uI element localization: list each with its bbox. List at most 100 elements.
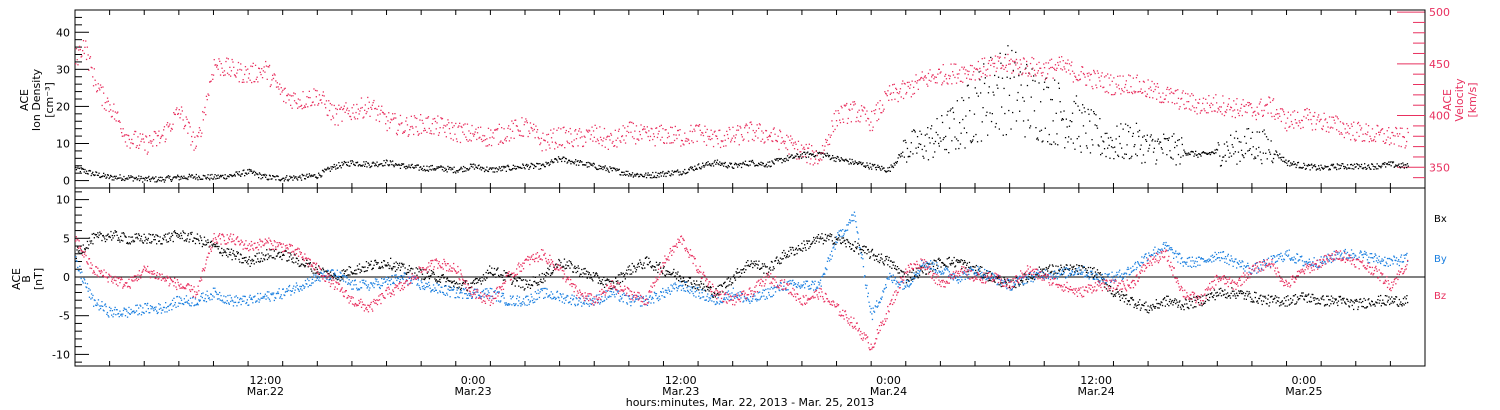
density-point	[302, 174, 304, 177]
velocity-point	[128, 135, 130, 137]
density-point	[432, 168, 434, 170]
density-point	[928, 137, 930, 139]
velocity-point	[395, 132, 398, 134]
velocity-point	[780, 142, 782, 144]
density-point	[576, 160, 578, 163]
density-point	[956, 100, 958, 102]
velocity-point	[89, 56, 92, 58]
velocity-point	[955, 63, 957, 65]
velocity-point	[1301, 119, 1303, 122]
bx-point	[791, 246, 793, 249]
density-point	[1174, 141, 1176, 143]
density-point	[1094, 124, 1096, 126]
density-point	[1322, 168, 1324, 170]
velocity-point	[229, 66, 231, 68]
density-point	[523, 166, 525, 169]
bx-point	[1073, 265, 1075, 267]
density-point	[321, 169, 324, 171]
velocity-point	[685, 137, 687, 140]
velocity-point	[965, 69, 967, 71]
density-point	[319, 174, 321, 177]
bx-point	[361, 266, 363, 268]
density-point	[687, 171, 689, 173]
density-point	[190, 176, 192, 178]
density-point	[1400, 163, 1402, 165]
density-point	[182, 177, 184, 180]
bx-point	[139, 240, 141, 242]
velocity-point	[705, 144, 708, 146]
density-point	[966, 85, 969, 87]
velocity-point	[885, 93, 888, 95]
bx-point	[174, 230, 176, 232]
bx-point	[614, 286, 616, 288]
velocity-point	[339, 108, 342, 110]
velocity-point	[289, 94, 291, 96]
bx-point	[519, 277, 521, 280]
velocity-point	[712, 133, 714, 135]
velocity-point	[243, 81, 245, 83]
velocity-point	[746, 124, 748, 127]
density-point	[186, 177, 188, 179]
density-point	[740, 166, 743, 169]
bx-point	[330, 274, 332, 276]
velocity-point	[124, 134, 126, 136]
density-point	[784, 160, 786, 163]
density-point	[433, 169, 435, 171]
bx-point	[190, 233, 192, 235]
bx-point	[482, 274, 485, 276]
density-point	[1051, 99, 1053, 101]
density-point	[845, 158, 847, 160]
velocity-point	[447, 119, 449, 121]
velocity-point	[150, 142, 152, 144]
bx-point	[986, 272, 989, 275]
density-point	[300, 177, 302, 179]
bx-point	[208, 246, 210, 248]
bx-point	[804, 247, 806, 249]
bx-point	[351, 272, 353, 274]
velocity-point	[390, 118, 392, 120]
bx-point	[230, 254, 232, 256]
bx-point	[157, 235, 159, 237]
bx-point	[102, 235, 104, 237]
velocity-point	[526, 122, 528, 124]
density-point	[460, 166, 462, 168]
density-point	[373, 162, 375, 164]
density-point	[683, 172, 685, 174]
velocity-point	[152, 139, 155, 141]
velocity-point	[1198, 98, 1201, 100]
velocity-point	[1366, 133, 1368, 136]
bx-point	[346, 269, 348, 271]
density-point	[823, 153, 825, 155]
bx-point	[995, 275, 997, 278]
bx-point	[1007, 279, 1009, 281]
density-ylabel-1: ACE	[18, 89, 31, 111]
density-point	[811, 154, 813, 156]
bx-point	[795, 248, 797, 251]
density-point	[144, 179, 146, 181]
bx-point	[205, 240, 207, 242]
density-point	[1313, 165, 1315, 167]
bx-point	[798, 248, 800, 250]
density-point	[1048, 133, 1050, 136]
density-point	[131, 176, 133, 178]
bx-point	[512, 280, 514, 282]
bx-point	[232, 250, 235, 252]
velocity-point	[354, 118, 356, 120]
velocity-point	[1044, 79, 1046, 81]
density-point	[1403, 167, 1405, 169]
velocity-point	[348, 110, 350, 112]
velocity-point	[815, 150, 817, 152]
bx-point	[1071, 266, 1073, 268]
density-point	[1091, 139, 1093, 141]
density-point	[1235, 130, 1237, 133]
bx-point	[619, 281, 622, 284]
velocity-point	[1126, 89, 1128, 92]
bx-point	[700, 280, 702, 283]
bx-point	[237, 251, 239, 254]
density-point	[561, 157, 564, 160]
density-point	[628, 175, 630, 177]
density-point	[1346, 164, 1349, 166]
velocity-point	[896, 92, 898, 94]
density-point	[1123, 157, 1125, 160]
bx-point	[894, 267, 896, 269]
